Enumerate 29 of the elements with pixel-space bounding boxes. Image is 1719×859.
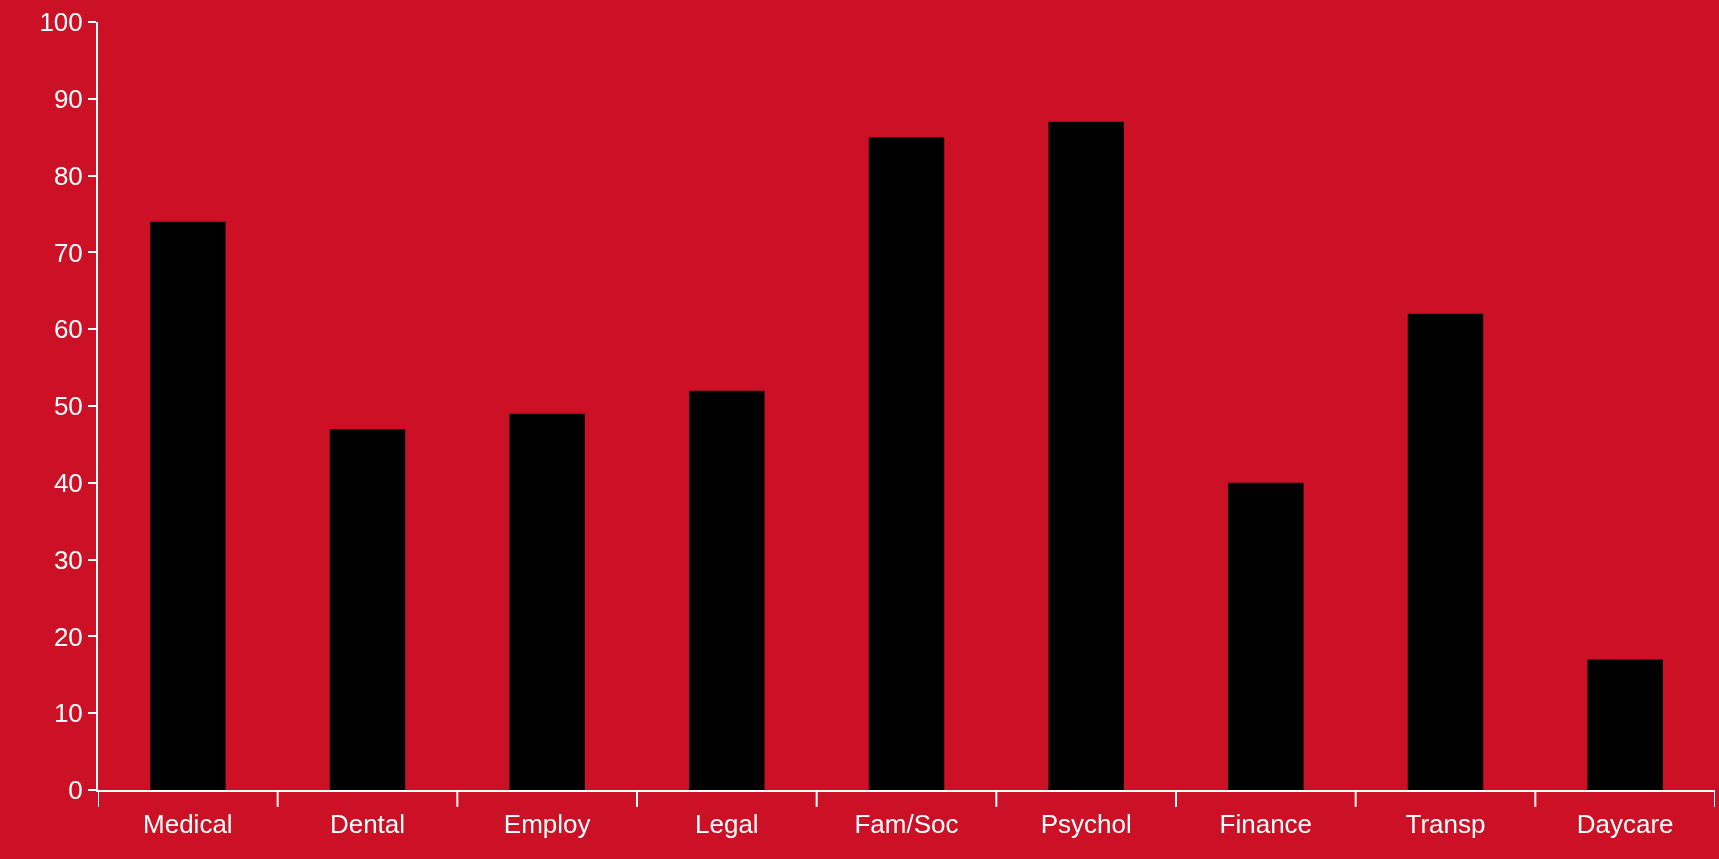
y-tick-label: 20	[53, 621, 83, 652]
y-tick-label: 10	[53, 698, 83, 729]
bar	[1048, 121, 1124, 790]
y-tick-label: 70	[53, 237, 83, 268]
x-tick-label: Psychol	[1040, 809, 1132, 840]
x-tick-label: Employ	[503, 809, 591, 840]
bar	[1228, 482, 1304, 790]
x-tick-label: Finance	[1219, 809, 1313, 840]
y-tick-label: 60	[53, 314, 83, 345]
y-tick-label: 40	[53, 467, 83, 498]
x-tick-label: Dental	[329, 809, 406, 840]
bar	[868, 137, 945, 790]
bar	[1407, 313, 1484, 790]
bar	[689, 390, 765, 790]
bar	[1587, 659, 1663, 790]
bar	[509, 413, 585, 790]
bar	[329, 429, 406, 790]
y-tick-label: 80	[53, 160, 83, 191]
y-tick-label: 50	[53, 391, 83, 422]
x-tick-label: Fam/Soc	[854, 809, 959, 840]
x-tick-label: Medical	[143, 809, 233, 840]
x-tick-label: Daycare	[1576, 809, 1674, 840]
x-tick-label: Transp	[1405, 809, 1486, 840]
y-tick-label: 30	[53, 544, 83, 575]
y-tick-label: 100	[39, 7, 83, 38]
y-tick-label: 90	[53, 83, 83, 114]
x-tick-label: Legal	[695, 809, 759, 840]
bar	[150, 221, 226, 790]
y-tick-label: 0	[68, 775, 83, 806]
